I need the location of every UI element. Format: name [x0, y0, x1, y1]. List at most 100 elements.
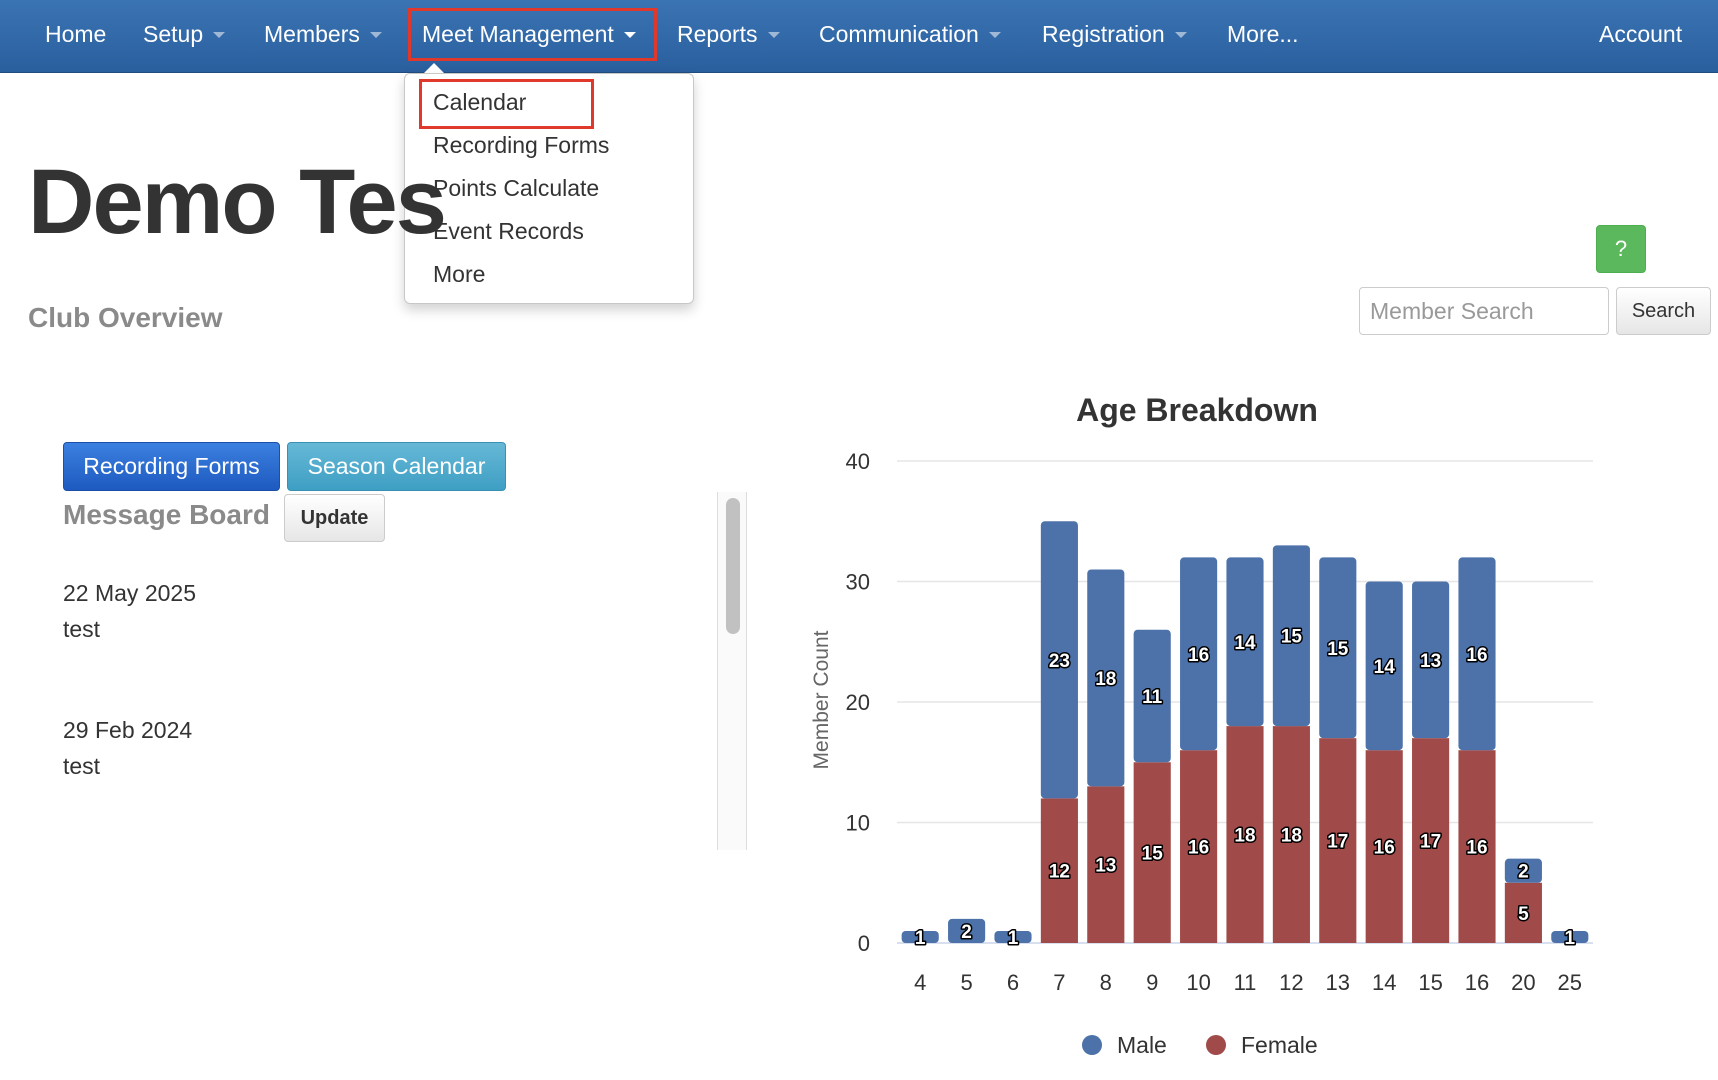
nav-more-label: More...	[1227, 21, 1299, 47]
legend-item-male[interactable]: Male	[1117, 1032, 1167, 1058]
nav-home-label: Home	[45, 21, 107, 47]
legend-item-female[interactable]: Female	[1241, 1032, 1318, 1058]
bar-male-6[interactable]	[994, 930, 1032, 943]
bar-male-14[interactable]	[1365, 581, 1403, 751]
data-label: 18	[1234, 826, 1255, 847]
data-label: 17	[1327, 832, 1348, 853]
bar-female-14[interactable]	[1365, 750, 1403, 943]
message-text: test	[63, 753, 101, 779]
y-tick-label: 30	[846, 570, 870, 595]
bar-male-11[interactable]	[1226, 557, 1264, 727]
x-tick-label: 6	[1007, 970, 1019, 995]
nav-home[interactable]: Home	[45, 0, 106, 69]
x-tick-label: 5	[960, 970, 972, 995]
dropdown-item-more[interactable]: More	[433, 261, 486, 287]
message-text: test	[63, 616, 101, 642]
message-board-title: Message Board	[63, 499, 270, 530]
x-tick-label: 4	[914, 970, 926, 995]
data-label: 2	[961, 922, 972, 943]
chevron-down-icon	[213, 31, 226, 38]
nav-more[interactable]: More...	[1227, 0, 1299, 69]
nav-meet-management[interactable]: Meet Management	[422, 0, 636, 69]
update-button[interactable]: Update	[284, 494, 385, 542]
nav-setup-label: Setup	[143, 21, 204, 47]
data-label: 18	[1095, 669, 1116, 690]
bar-male-13[interactable]	[1319, 557, 1357, 739]
bar-female-15[interactable]	[1412, 738, 1450, 943]
meet-management-highlight	[408, 8, 657, 61]
data-label: 1	[1008, 928, 1019, 949]
question-icon: ?	[1614, 236, 1628, 261]
nav-meet-management-label: Meet Management	[422, 21, 614, 47]
bar-male-25[interactable]	[1551, 930, 1589, 943]
nav-registration-label: Registration	[1042, 21, 1165, 47]
data-label: 14	[1234, 633, 1256, 654]
calendar-highlight	[419, 79, 594, 129]
bar-female-13[interactable]	[1319, 738, 1357, 943]
dropdown-item-points-calculate[interactable]: Points Calculate	[433, 175, 600, 201]
data-label: 16	[1374, 838, 1395, 859]
x-tick-label: 13	[1326, 970, 1350, 995]
top-navbar: Home Setup Members Meet Management Repor…	[0, 0, 1718, 73]
nav-account-label: Account	[1599, 21, 1683, 47]
nav-account[interactable]: Account	[1599, 0, 1682, 69]
nav-setup[interactable]: Setup	[143, 0, 226, 69]
bar-female-20[interactable]	[1504, 882, 1542, 943]
x-tick-label: 10	[1186, 970, 1210, 995]
data-label: 16	[1466, 645, 1487, 666]
recording-forms-button[interactable]: Recording Forms	[63, 442, 280, 491]
member-search-input[interactable]	[1359, 287, 1609, 335]
nav-members[interactable]: Members	[264, 0, 382, 69]
data-label: 15	[1281, 627, 1303, 648]
bar-female-8[interactable]	[1087, 786, 1125, 943]
bar-male-10[interactable]	[1180, 557, 1218, 751]
x-tick-label: 7	[1053, 970, 1065, 995]
data-label: 14	[1374, 657, 1396, 678]
nav-reports[interactable]: Reports	[677, 0, 780, 69]
x-tick-label: 25	[1558, 970, 1582, 995]
dropdown-item-calendar[interactable]: Calendar	[433, 89, 527, 115]
bar-male-12[interactable]	[1272, 545, 1310, 727]
dropdown-item-event-records[interactable]: Event Records	[433, 218, 584, 244]
bar-female-9[interactable]	[1133, 762, 1171, 943]
bar-male-16[interactable]	[1458, 557, 1496, 751]
search-button[interactable]: Search	[1616, 287, 1711, 335]
bar-female-12[interactable]	[1272, 726, 1310, 943]
dropdown-item-recording-forms[interactable]: Recording Forms	[433, 132, 610, 158]
message-board-scrollbar[interactable]	[717, 492, 747, 850]
bar-male-7[interactable]	[1040, 521, 1078, 799]
bar-male-20[interactable]	[1504, 858, 1542, 883]
bar-female-16[interactable]	[1458, 750, 1496, 943]
data-label: 1	[1565, 928, 1576, 949]
bar-male-9[interactable]	[1133, 629, 1171, 763]
help-button[interactable]: ?	[1596, 225, 1646, 273]
data-label: 13	[1420, 651, 1441, 672]
season-calendar-button[interactable]: Season Calendar	[287, 442, 506, 491]
data-label: 15	[1142, 844, 1164, 865]
x-tick-label: 12	[1279, 970, 1303, 995]
data-label: 17	[1420, 832, 1441, 853]
chevron-down-icon	[623, 31, 636, 38]
bar-female-7[interactable]	[1040, 798, 1078, 943]
x-tick-label: 9	[1146, 970, 1158, 995]
x-tick-label: 16	[1465, 970, 1489, 995]
nav-communication[interactable]: Communication	[819, 0, 1001, 69]
data-label: 13	[1095, 856, 1116, 877]
club-overview-heading: Club Overview	[28, 302, 223, 333]
data-label: 2	[1518, 862, 1529, 883]
data-label: 18	[1281, 826, 1302, 847]
data-label: 16	[1466, 838, 1487, 859]
data-label: 15	[1327, 639, 1349, 660]
bar-female-10[interactable]	[1180, 750, 1218, 943]
nav-registration[interactable]: Registration	[1042, 0, 1187, 69]
x-tick-label: 15	[1418, 970, 1442, 995]
data-label: 12	[1049, 862, 1070, 883]
scrollbar-thumb[interactable]	[726, 498, 740, 634]
bar-male-4[interactable]	[901, 930, 939, 943]
bar-male-15[interactable]	[1412, 581, 1450, 739]
x-tick-label: 8	[1100, 970, 1112, 995]
bar-male-8[interactable]	[1087, 569, 1125, 787]
bar-female-11[interactable]	[1226, 726, 1264, 943]
bar-male-5[interactable]	[948, 918, 986, 943]
